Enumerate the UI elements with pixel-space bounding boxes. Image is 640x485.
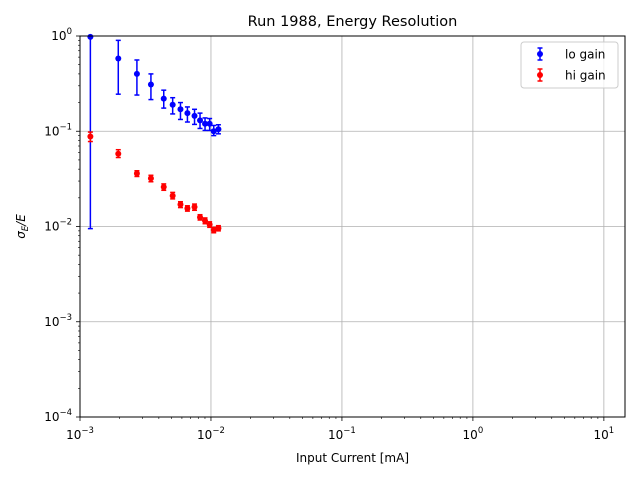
hi-gain-point [206,221,213,228]
lo-gain-point [191,112,198,119]
x-tick-label-3-base: 10 [463,428,478,442]
hi-gain-point [177,201,184,208]
lo-gain-point [133,70,140,77]
hi-gain-point [87,133,94,140]
hi-gain-point [215,225,222,232]
legend-hi-gain-marker [537,72,543,78]
y-tick-label-4-exponent: 0 [67,27,72,37]
hi-gain-point [210,226,217,233]
lo-gain-point [197,117,204,124]
lo-gain-point [184,110,191,117]
data-series [87,33,222,234]
x-tick-label-0-base: 10 [66,428,81,442]
legend-lo-gain-marker [537,51,543,57]
x-axis-label: Input Current [mA] [296,451,409,465]
lo-gain-point [206,120,213,127]
y-axis-label-subscript: E [21,225,31,231]
legend-hi-gain-label: hi gain [565,69,606,83]
lo-gain-point [147,81,154,88]
lo-gain-point [210,128,217,135]
legend-box [520,41,619,89]
hi-gain-point [133,170,140,177]
lo-gain-point [87,33,94,40]
y-tick-label-2-base: 10 [44,220,59,234]
x-tick-label-4: 101 [594,426,615,442]
hi-gain-point [191,204,198,211]
series-hi-gain [87,131,222,234]
hi-gain-point [147,175,154,182]
hi-gain-point [169,192,176,199]
y-tick-label-0-exponent: −4 [59,408,72,418]
lo-gain-point [160,95,167,102]
x-tick-label-4-exponent: 1 [609,426,614,436]
x-tick-label-1: 10−2 [197,426,225,442]
plot-frame [79,35,626,418]
hi-gain-point [115,150,122,157]
y-axis-label-sigma: σ [14,231,28,239]
chart-title: Run 1988, Energy Resolution [248,14,458,30]
x-tick-label-0: 10−3 [66,426,94,442]
x-tick-label-3: 100 [463,426,484,442]
x-tick-label-3-exponent: 0 [478,426,483,436]
hi-gain-point [160,183,167,190]
x-tick-label-0-exponent: −3 [81,426,94,436]
x-tick-label-1-exponent: −2 [212,426,225,436]
legend-entry-lo-gain: lo gain [537,47,605,62]
hi-gain-point [184,205,191,212]
x-axis-ticks: 10−3 10−2 10−1 100 101 [66,417,614,442]
y-tick-label-3-base: 10 [44,124,59,138]
y-tick-label-3-exponent: −1 [59,122,72,132]
lo-gain-point [202,120,209,127]
y-tick-label-2-exponent: −2 [59,218,72,228]
y-tick-label-1-exponent: −3 [59,313,72,323]
x-tick-label-2-exponent: −1 [343,426,356,436]
lo-gain-point [169,101,176,108]
y-tick-label-1: 10−3 [44,313,72,329]
y-tick-label-1-base: 10 [44,315,59,329]
y-tick-label-0-base: 10 [44,410,59,424]
y-tick-label-4: 100 [51,27,72,43]
y-axis-label-rest: /E [14,214,28,227]
hi-gain-point [202,217,209,224]
y-tick-label-0: 10−4 [44,408,72,424]
y-tick-label-2: 10−2 [44,218,72,234]
series-lo-gain [87,33,222,230]
x-tick-label-2-base: 10 [328,428,343,442]
legend-lo-gain-label: lo gain [565,48,605,62]
legend: lo gain hi gain [520,41,619,89]
lo-gain-point [177,106,184,113]
y-axis-label: σE/E [14,214,31,239]
y-tick-label-3: 10−1 [44,122,72,138]
x-tick-label-2: 10−1 [328,426,356,442]
legend-entry-hi-gain: hi gain [537,68,606,83]
hi-gain-point [197,214,204,221]
y-tick-label-4-base: 10 [51,29,66,43]
lo-gain-point [215,126,222,133]
x-tick-label-4-base: 10 [594,428,609,442]
lo-gain-point [115,55,122,62]
x-tick-label-1-base: 10 [197,428,212,442]
